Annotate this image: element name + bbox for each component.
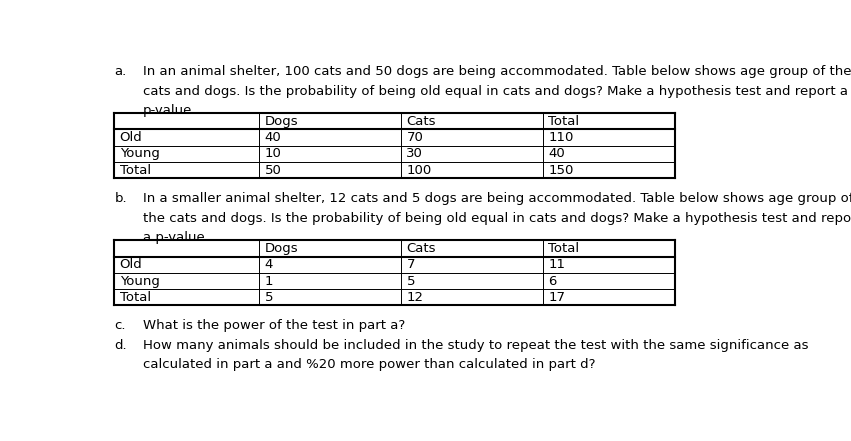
Text: What is the power of the test in part a?: What is the power of the test in part a? bbox=[143, 319, 405, 332]
Text: Total: Total bbox=[119, 291, 151, 304]
Text: 6: 6 bbox=[548, 275, 557, 288]
Text: 12: 12 bbox=[407, 291, 424, 304]
Text: Total: Total bbox=[548, 242, 580, 255]
Text: Cats: Cats bbox=[407, 242, 436, 255]
Text: c.: c. bbox=[114, 319, 126, 332]
Text: Dogs: Dogs bbox=[265, 242, 299, 255]
Text: Total: Total bbox=[119, 164, 151, 177]
Text: 4: 4 bbox=[265, 258, 273, 271]
Text: 40: 40 bbox=[548, 147, 565, 161]
Text: p-value.: p-value. bbox=[143, 104, 196, 117]
Text: Cats: Cats bbox=[407, 115, 436, 128]
Text: Old: Old bbox=[119, 131, 142, 144]
Text: Dogs: Dogs bbox=[265, 115, 299, 128]
Text: 40: 40 bbox=[265, 131, 282, 144]
Text: 5: 5 bbox=[407, 275, 415, 288]
Text: 7: 7 bbox=[407, 258, 415, 271]
Text: d.: d. bbox=[114, 339, 127, 352]
Text: 11: 11 bbox=[548, 258, 565, 271]
Text: 100: 100 bbox=[407, 164, 431, 177]
Text: a p-value.: a p-value. bbox=[143, 232, 208, 244]
Text: Young: Young bbox=[119, 147, 159, 161]
Text: 10: 10 bbox=[265, 147, 282, 161]
Text: a.: a. bbox=[114, 65, 127, 78]
Text: calculated in part a and %20 more power than calculated in part d?: calculated in part a and %20 more power … bbox=[143, 359, 595, 371]
Text: Old: Old bbox=[119, 258, 142, 271]
Text: 50: 50 bbox=[265, 164, 282, 177]
Text: 30: 30 bbox=[407, 147, 423, 161]
Text: 17: 17 bbox=[548, 291, 565, 304]
Text: 5: 5 bbox=[265, 291, 273, 304]
Text: the cats and dogs. Is the probability of being old equal in cats and dogs? Make : the cats and dogs. Is the probability of… bbox=[143, 212, 851, 224]
Text: Total: Total bbox=[548, 115, 580, 128]
Text: 150: 150 bbox=[548, 164, 574, 177]
Text: 110: 110 bbox=[548, 131, 574, 144]
Text: 70: 70 bbox=[407, 131, 423, 144]
Text: b.: b. bbox=[114, 192, 127, 205]
Text: 1: 1 bbox=[265, 275, 273, 288]
Text: In an animal shelter, 100 cats and 50 dogs are being accommodated. Table below s: In an animal shelter, 100 cats and 50 do… bbox=[143, 65, 851, 78]
Text: cats and dogs. Is the probability of being old equal in cats and dogs? Make a hy: cats and dogs. Is the probability of bei… bbox=[143, 85, 848, 97]
Text: In a smaller animal shelter, 12 cats and 5 dogs are being accommodated. Table be: In a smaller animal shelter, 12 cats and… bbox=[143, 192, 851, 205]
Text: How many animals should be included in the study to repeat the test with the sam: How many animals should be included in t… bbox=[143, 339, 808, 352]
Text: Young: Young bbox=[119, 275, 159, 288]
